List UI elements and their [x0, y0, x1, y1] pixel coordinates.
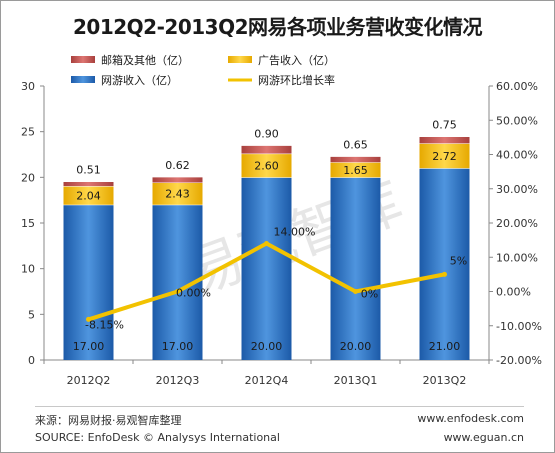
website-link-eguan[interactable]: www.eguan.cn	[443, 431, 524, 444]
x-tick-label: 2013Q1	[334, 374, 378, 387]
bar-game-revenue	[330, 177, 381, 360]
footer-divider	[35, 406, 524, 407]
bar-ad-revenue	[241, 153, 292, 178]
y-right-tick-label: 0.00%	[496, 286, 531, 299]
data-label-mail-other: 0.75	[432, 119, 457, 132]
bar-mail-other	[63, 181, 114, 187]
data-label-game-revenue: 20.00	[340, 340, 372, 353]
x-tick-label: 2012Q3	[156, 374, 200, 387]
legend-swatch	[228, 56, 252, 63]
bar-ad-revenue	[152, 182, 203, 205]
bar-mail-other	[241, 145, 292, 154]
legend-swatch	[71, 56, 95, 63]
data-label-game-revenue: 20.00	[251, 340, 283, 353]
x-tick-label: 2013Q2	[423, 374, 467, 387]
data-label-mail-other: 0.51	[76, 163, 101, 176]
data-label-growth-rate: 0%	[361, 288, 378, 301]
y-left-tick-label: 25	[21, 126, 35, 139]
y-left-tick-label: 5	[28, 308, 35, 321]
data-label-mail-other: 0.65	[343, 138, 368, 151]
y-left-tick-label: 0	[28, 354, 35, 367]
data-label-ad-revenue: 2.43	[165, 188, 190, 201]
source-note-en: SOURCE: EnfoDesk © Analysys Internationa…	[35, 431, 280, 444]
y-left-tick-label: 15	[21, 217, 35, 230]
growth-rate-point	[175, 289, 180, 294]
y-left-tick-label: 10	[21, 263, 35, 276]
bar-ad-revenue	[419, 143, 470, 169]
data-label-growth-rate: -8.15%	[85, 318, 124, 331]
y-right-tick-label: 50.00%	[496, 114, 538, 127]
bar-game-revenue	[241, 177, 292, 360]
growth-rate-point	[442, 271, 447, 277]
growth-rate-point	[86, 316, 91, 322]
data-label-ad-revenue: 2.72	[432, 150, 457, 163]
x-tick-label: 2012Q2	[67, 374, 111, 387]
y-right-tick-label: -10.00%	[496, 320, 542, 333]
data-label-ad-revenue: 1.65	[343, 164, 368, 177]
bar-ad-revenue	[63, 186, 114, 205]
website-link-enfodesk[interactable]: www.enfodesk.com	[417, 412, 524, 425]
bar-mail-other	[419, 136, 470, 144]
y-right-tick-label: 60.00%	[496, 80, 538, 93]
bar-mail-other	[330, 156, 381, 163]
legend-label: 网游环比增长率	[258, 73, 335, 87]
data-label-game-revenue: 17.00	[73, 340, 105, 353]
legend-label: 广告收入（亿）	[258, 53, 335, 67]
y-left-tick-label: 30	[21, 80, 35, 93]
data-label-ad-revenue: 2.60	[254, 159, 279, 172]
legend-swatch	[71, 76, 95, 83]
data-label-ad-revenue: 2.04	[76, 189, 101, 202]
data-label-mail-other: 0.62	[165, 159, 190, 172]
data-label-game-revenue: 21.00	[429, 340, 461, 353]
data-label-growth-rate: 0.00%	[176, 287, 211, 300]
y-right-tick-label: 20.00%	[496, 217, 538, 230]
y-right-tick-label: -20.00%	[496, 354, 542, 367]
bar-game-revenue	[63, 204, 114, 360]
data-label-growth-rate: 14.00%	[274, 226, 316, 239]
y-right-tick-label: 40.00%	[496, 149, 538, 162]
legend-label: 网游收入（亿）	[101, 73, 178, 87]
y-left-tick-label: 20	[21, 171, 35, 184]
data-label-growth-rate: 5%	[450, 254, 467, 267]
x-tick-label: 2012Q4	[245, 374, 289, 387]
bar-game-revenue	[419, 168, 470, 360]
source-note-cn: 来源：网易财报·易观智库整理	[35, 414, 182, 427]
data-label-game-revenue: 17.00	[162, 340, 194, 353]
y-right-tick-label: 10.00%	[496, 251, 538, 264]
y-right-tick-label: 30.00%	[496, 183, 538, 196]
legend-label: 邮箱及其他（亿）	[101, 53, 189, 67]
bar-ad-revenue	[330, 162, 381, 178]
chart-title: 2012Q2-2013Q2网易各项业务营收变化情况	[73, 15, 482, 39]
bar-mail-other	[152, 176, 203, 183]
data-label-mail-other: 0.90	[254, 127, 279, 140]
growth-rate-point	[353, 289, 358, 294]
growth-rate-point	[264, 241, 269, 247]
